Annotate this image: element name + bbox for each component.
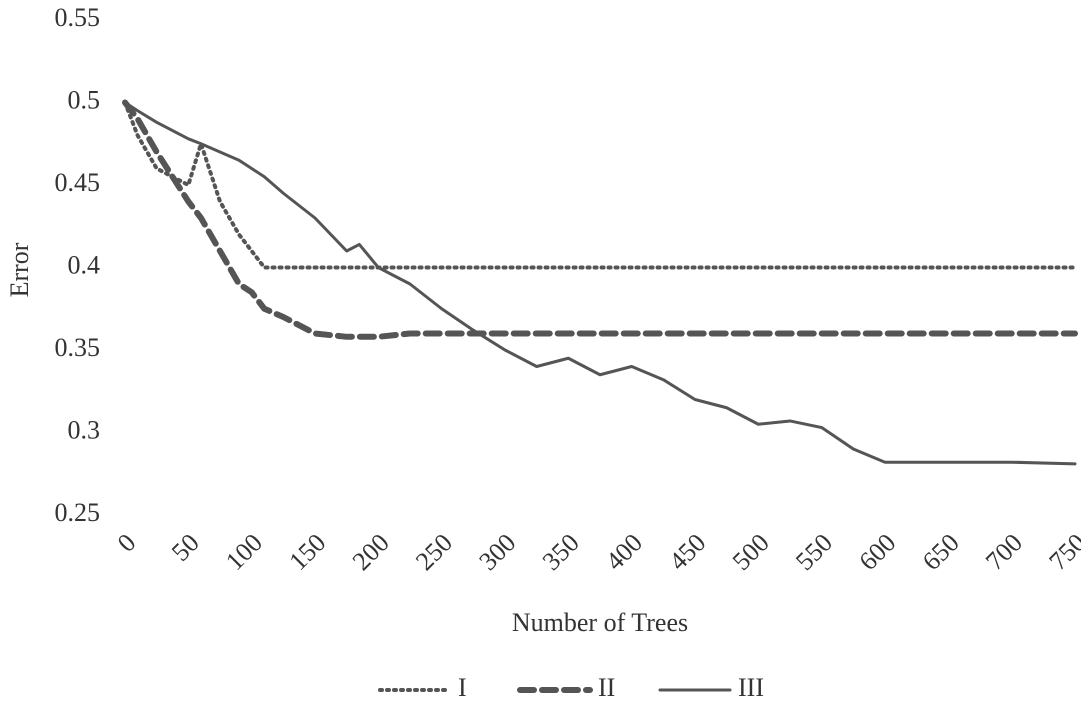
legend-label: II	[598, 673, 615, 702]
x-tick-label: 500	[727, 528, 775, 576]
x-tick-label: 450	[663, 528, 711, 576]
line-series	[123, 101, 1077, 466]
x-tick-label: 750	[1043, 528, 1081, 576]
x-tick-label: 0	[112, 528, 142, 558]
x-tick-label: 100	[220, 528, 268, 576]
y-tick-label: 0.5	[68, 85, 101, 114]
y-axis-label: Error	[5, 242, 34, 297]
y-tick-label: 0.45	[55, 168, 101, 197]
line-series	[122, 99, 1078, 340]
y-tick-label: 0.4	[68, 250, 101, 279]
x-axis-label: Number of Trees	[512, 608, 688, 637]
y-tick-label: 0.55	[55, 3, 101, 32]
x-tick-label: 300	[473, 528, 521, 576]
x-tick-label: 400	[600, 528, 648, 576]
legend-label: III	[738, 673, 764, 702]
legend-label: I	[458, 673, 467, 702]
x-tick-label: 150	[283, 528, 331, 576]
x-tick-label: 350	[537, 528, 585, 576]
y-tick-label: 0.3	[68, 415, 101, 444]
line-series	[123, 100, 1077, 270]
x-tick-label: 550	[790, 528, 838, 576]
x-tick-label: 50	[166, 528, 205, 567]
x-tick-label: 250	[410, 528, 458, 576]
x-tick-label: 200	[347, 528, 395, 576]
y-tick-label: 0.35	[55, 333, 101, 362]
x-tick-label: 700	[980, 528, 1028, 576]
y-tick-label: 0.25	[55, 498, 101, 527]
x-tick-label: 650	[917, 528, 965, 576]
x-tick-label: 600	[853, 528, 901, 576]
